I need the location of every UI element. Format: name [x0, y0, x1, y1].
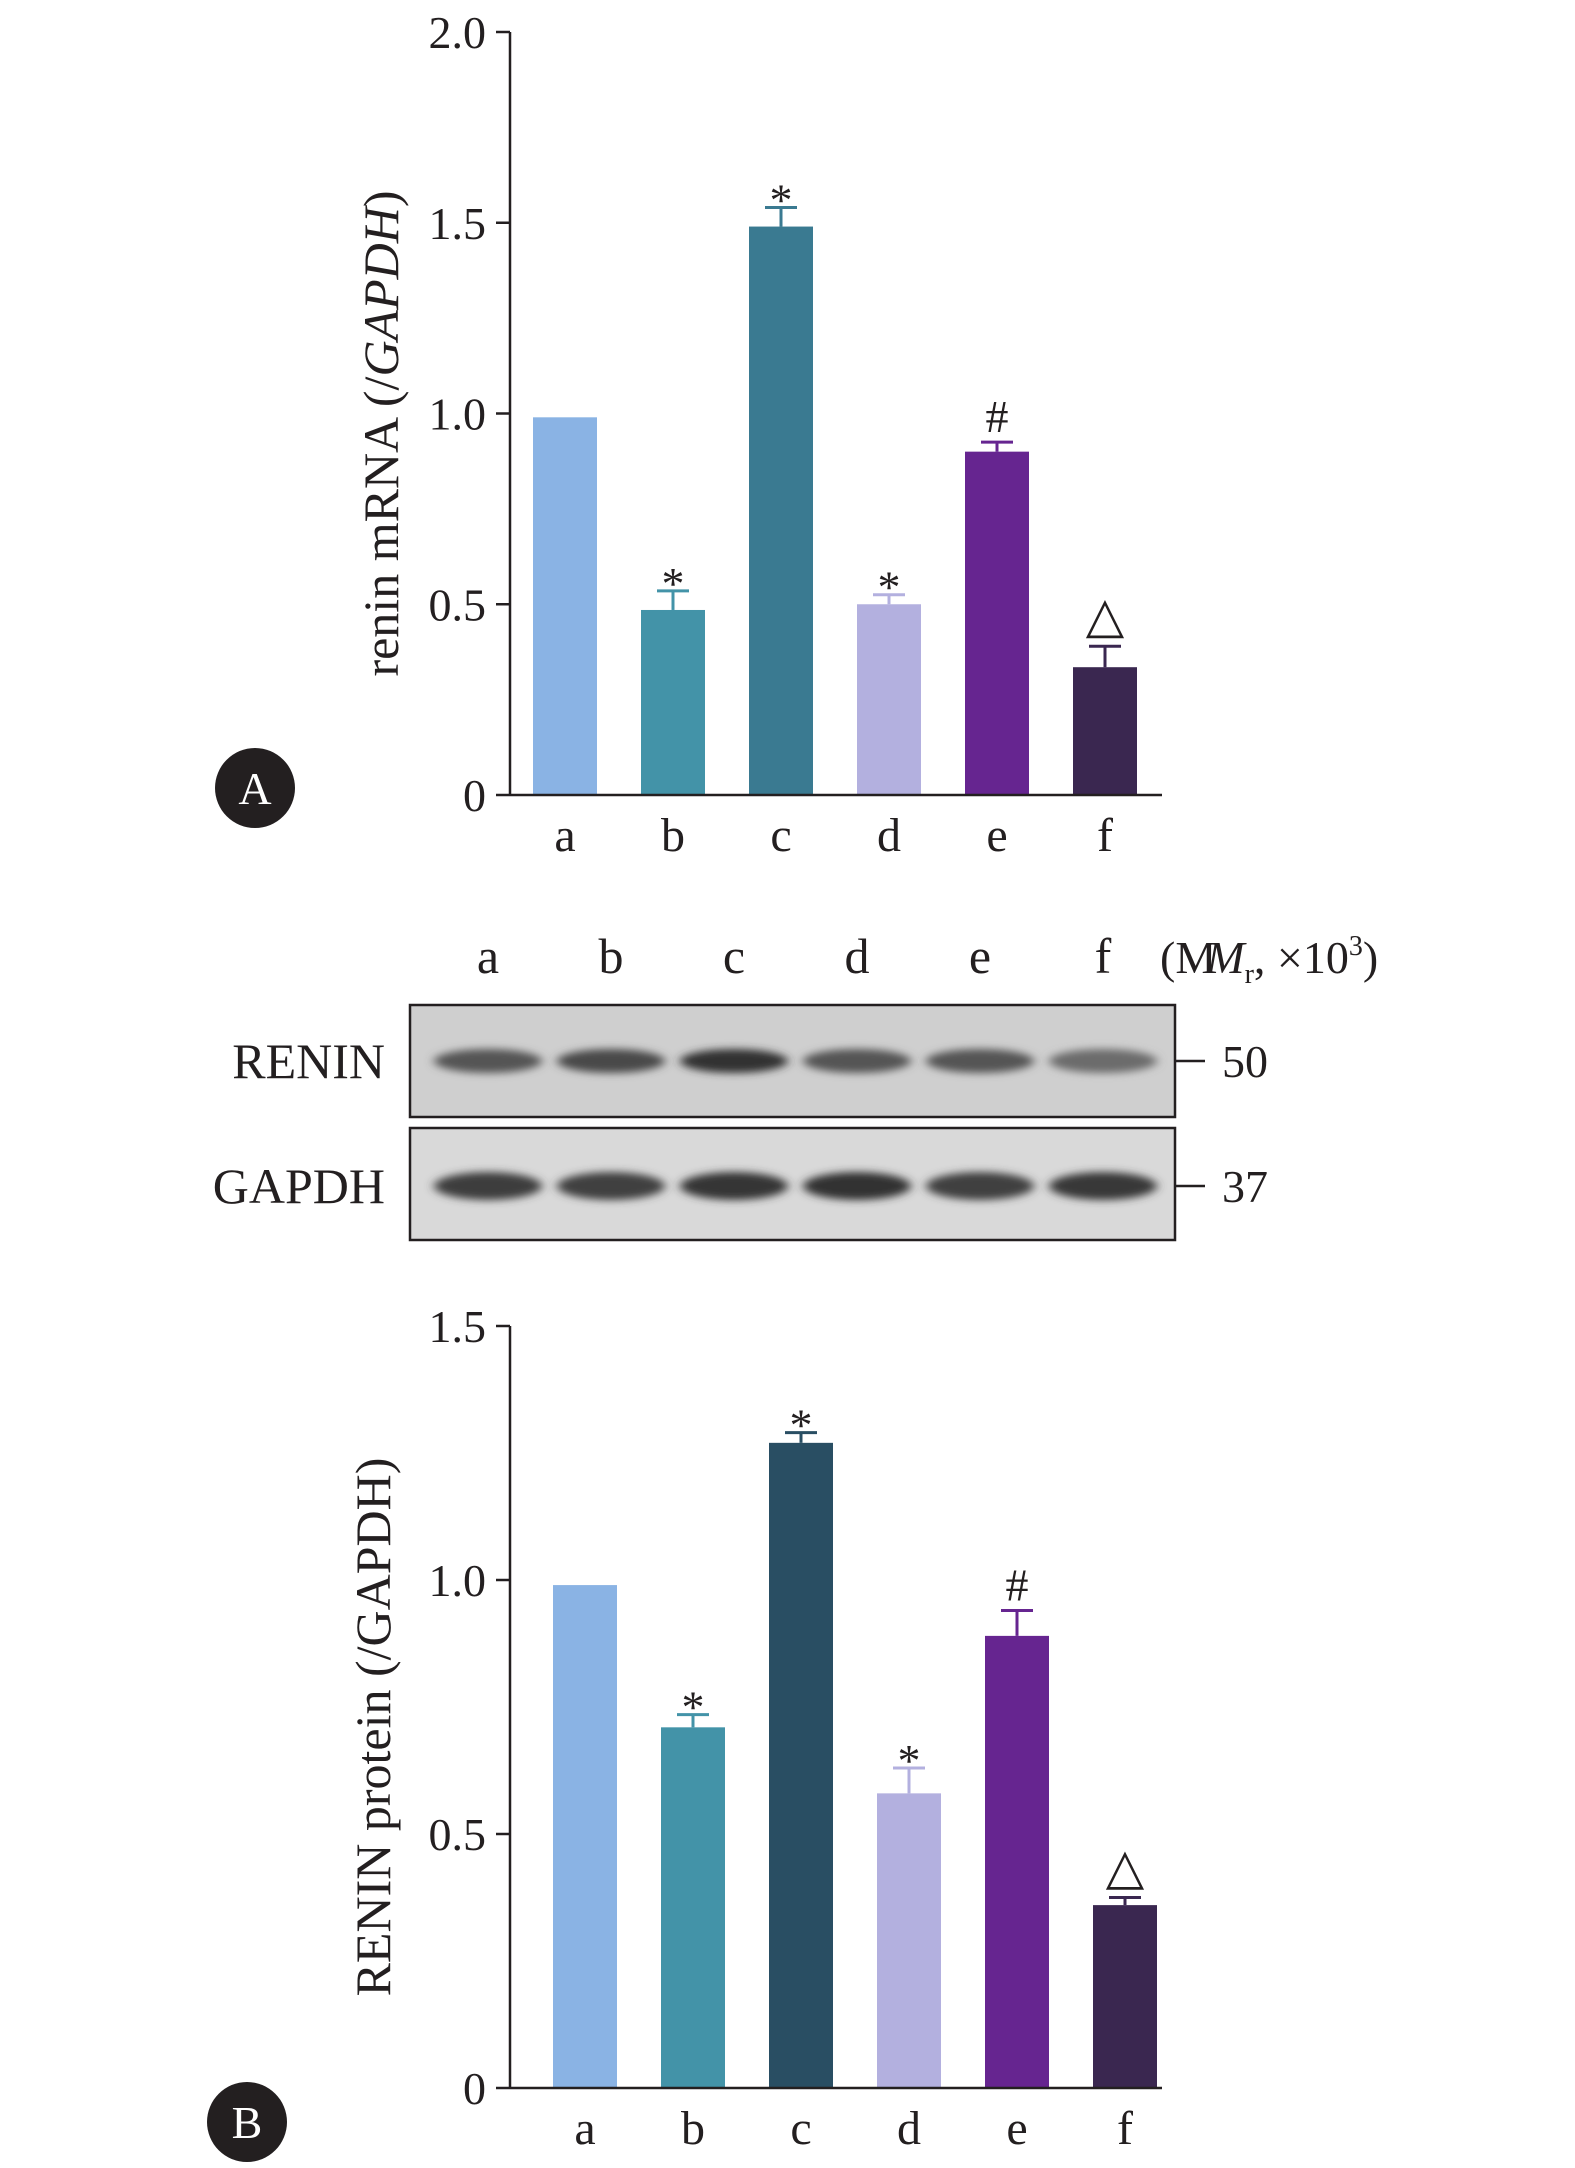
blot-row-renin: RENIN 50	[232, 1003, 1268, 1119]
blot-band-b	[557, 1172, 665, 1200]
bar-a	[533, 417, 597, 795]
blot-band-c	[680, 1172, 788, 1200]
bar-d	[857, 604, 921, 795]
blot-band-e	[926, 1172, 1034, 1200]
mr-open: (M	[1160, 932, 1216, 983]
x-tick-label-c: c	[770, 809, 791, 862]
blot-rows: RENIN 50 GAPDH 37	[213, 1003, 1268, 1242]
mr-subscript: r	[1245, 959, 1255, 990]
axes: a b c d e f 0 0.5 1.0 1.5	[429, 1301, 1162, 2155]
significance-mark-e: #	[1006, 1559, 1029, 1610]
blot-band-a	[434, 1049, 542, 1073]
bar-a	[553, 1585, 617, 2088]
bar-group	[533, 226, 1137, 795]
x-tick-label-e: e	[1006, 2102, 1027, 2155]
significance-mark-group: * * * # △	[662, 174, 1125, 643]
mr-close: )	[1363, 932, 1378, 983]
bar-c	[769, 1442, 833, 2088]
significance-mark-e: #	[986, 391, 1009, 442]
blot-lane-label-a: a	[477, 928, 499, 984]
significance-mark-b: *	[682, 1682, 705, 1733]
chart-renin-mrna: * * * # △ a b c d e f 0 0.5 1.0 1.5 2.0 renin mRNA (/G…	[215, 7, 1162, 862]
x-tick-label-e: e	[986, 809, 1007, 862]
bar-e	[965, 451, 1029, 795]
y-tick-label: 1.0	[429, 1555, 487, 1606]
panel-letter-b: B	[232, 2097, 263, 2148]
x-tick-label-b: b	[661, 809, 685, 862]
bar-e	[985, 1635, 1049, 2088]
y-tick-label: 0.5	[429, 579, 487, 630]
x-tick-label-f: f	[1117, 2102, 1133, 2155]
y-tick-label: 1.0	[429, 389, 487, 440]
blot-lane-label-d: d	[845, 928, 870, 984]
x-tick-label-a: a	[554, 809, 575, 862]
significance-mark-group: * * * # △	[682, 1400, 1145, 1895]
y-axis-title-gene: GAPDH	[353, 204, 409, 376]
y-tick-label: 1.5	[429, 1301, 487, 1352]
significance-mark-f: △	[1106, 1839, 1145, 1895]
significance-mark-b: *	[662, 558, 685, 609]
blot-row-gapdh: GAPDH 37	[213, 1126, 1268, 1242]
bar-group	[553, 1442, 1157, 2088]
x-tick-label-c: c	[790, 2102, 811, 2155]
blot-row-label: RENIN	[232, 1033, 385, 1089]
blot-band-b	[557, 1049, 665, 1073]
x-tick-label-f: f	[1097, 809, 1113, 862]
y-axis-title-prefix: renin mRNA (/	[353, 376, 409, 676]
y-axis-title: RENIN protein (/GAPDH)	[345, 1458, 401, 1997]
mr-multiplier: , ×10	[1254, 932, 1349, 983]
lane-labels: a b c d e f	[477, 928, 1112, 984]
axes: a b c d e f 0 0.5 1.0 1.5 2.0	[429, 7, 1162, 862]
blot-band-a	[434, 1172, 542, 1200]
molecular-weight-marker: 37	[1222, 1161, 1268, 1212]
significance-mark-d: *	[878, 562, 901, 613]
bar-b	[641, 609, 705, 795]
panel-badge-circle	[215, 748, 295, 828]
blot-lane-label-f: f	[1095, 928, 1112, 984]
error-bar-group	[677, 1431, 1141, 1906]
error-bar-group	[657, 205, 1121, 668]
blot-lane-label-e: e	[969, 928, 991, 984]
y-axis-title: renin mRNA (/GAPDH)	[353, 190, 409, 676]
blot-row-label: GAPDH	[213, 1158, 385, 1214]
blot-band-d	[803, 1049, 911, 1073]
y-tick-label: 2.0	[429, 7, 487, 58]
y-tick-label: 0	[463, 770, 486, 821]
significance-mark-c: *	[790, 1400, 813, 1451]
significance-mark-d: *	[898, 1735, 921, 1786]
panel-badge-circle	[207, 2082, 287, 2162]
panel-letter-a: A	[238, 763, 271, 814]
molecular-weight-marker: 50	[1222, 1036, 1268, 1087]
bar-d	[877, 1793, 941, 2088]
chart-renin-protein: * * * # △ a b c d e f 0 0.5 1.0 1.5 RENIN protein (/G…	[207, 1301, 1162, 2162]
y-tick-label: 0.5	[429, 1809, 487, 1860]
molecular-weight-unit: (MMr, ×103)	[1160, 931, 1378, 990]
bar-c	[749, 226, 813, 795]
blot-band-c	[680, 1049, 788, 1073]
significance-mark-c: *	[770, 174, 793, 225]
blot-band-d	[803, 1172, 911, 1200]
blot-lane-label-c: c	[723, 928, 745, 984]
blot-band-f	[1049, 1172, 1157, 1200]
bar-f	[1093, 1905, 1157, 2088]
x-tick-label-b: b	[681, 2102, 705, 2155]
y-axis-title-suffix: )	[353, 190, 409, 207]
significance-mark-f: △	[1086, 587, 1125, 643]
panel-badge-a: A	[215, 748, 295, 828]
x-tick-label-d: d	[897, 2102, 921, 2155]
panel-badge-b: B	[207, 2082, 287, 2162]
bar-b	[661, 1727, 725, 2088]
blot-band-e	[926, 1049, 1034, 1073]
x-tick-label-a: a	[574, 2102, 595, 2155]
mr-italic-m: M	[1205, 932, 1247, 983]
y-tick-label: 1.5	[429, 198, 487, 249]
mr-superscript: 3	[1349, 931, 1363, 962]
y-tick-label: 0	[463, 2063, 486, 2114]
blot-lane-label-b: b	[599, 928, 624, 984]
bar-f	[1073, 667, 1137, 795]
western-blot: a b c d e f (MMr, ×103) RENIN 50 GAPDH 37	[213, 928, 1378, 1242]
blot-band-f	[1049, 1049, 1157, 1073]
x-tick-label-d: d	[877, 809, 901, 862]
